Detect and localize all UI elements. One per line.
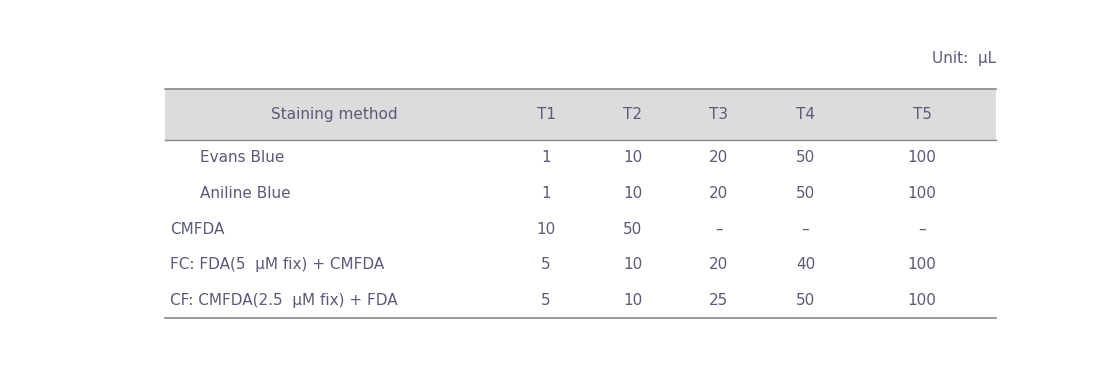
Text: 5: 5 <box>541 293 551 308</box>
Text: CF: CMFDA(2.5  μM fix) + FDA: CF: CMFDA(2.5 μM fix) + FDA <box>170 293 397 308</box>
Text: 100: 100 <box>907 150 936 166</box>
Text: T2: T2 <box>623 107 642 122</box>
Text: Unit:  μL: Unit: μL <box>932 51 995 66</box>
Text: 10: 10 <box>623 257 642 272</box>
Text: Staining method: Staining method <box>271 107 397 122</box>
Text: 100: 100 <box>907 293 936 308</box>
Text: 25: 25 <box>710 293 729 308</box>
Text: 50: 50 <box>796 150 815 166</box>
Text: T1: T1 <box>537 107 556 122</box>
Text: 40: 40 <box>796 257 815 272</box>
Text: –: – <box>715 222 723 237</box>
Text: 1: 1 <box>541 150 551 166</box>
Text: 50: 50 <box>623 222 642 237</box>
Bar <box>165 89 995 140</box>
Text: T3: T3 <box>710 107 729 122</box>
Text: 20: 20 <box>710 186 729 201</box>
Text: 20: 20 <box>710 257 729 272</box>
Text: 50: 50 <box>796 293 815 308</box>
Text: 100: 100 <box>907 186 936 201</box>
Text: CMFDA: CMFDA <box>170 222 224 237</box>
Text: 10: 10 <box>623 150 642 166</box>
Text: 50: 50 <box>796 186 815 201</box>
Text: 5: 5 <box>541 257 551 272</box>
Text: –: – <box>918 222 926 237</box>
Text: FC: FDA(5  μM fix) + CMFDA: FC: FDA(5 μM fix) + CMFDA <box>170 257 384 272</box>
Text: Aniline Blue: Aniline Blue <box>200 186 290 201</box>
Text: 10: 10 <box>623 186 642 201</box>
Text: 1: 1 <box>541 186 551 201</box>
Text: –: – <box>801 222 809 237</box>
Text: Evans Blue: Evans Blue <box>200 150 285 166</box>
Text: 100: 100 <box>907 257 936 272</box>
Text: T4: T4 <box>796 107 815 122</box>
Text: T5: T5 <box>913 107 932 122</box>
Text: 10: 10 <box>537 222 556 237</box>
Text: 20: 20 <box>710 150 729 166</box>
Text: 10: 10 <box>623 293 642 308</box>
